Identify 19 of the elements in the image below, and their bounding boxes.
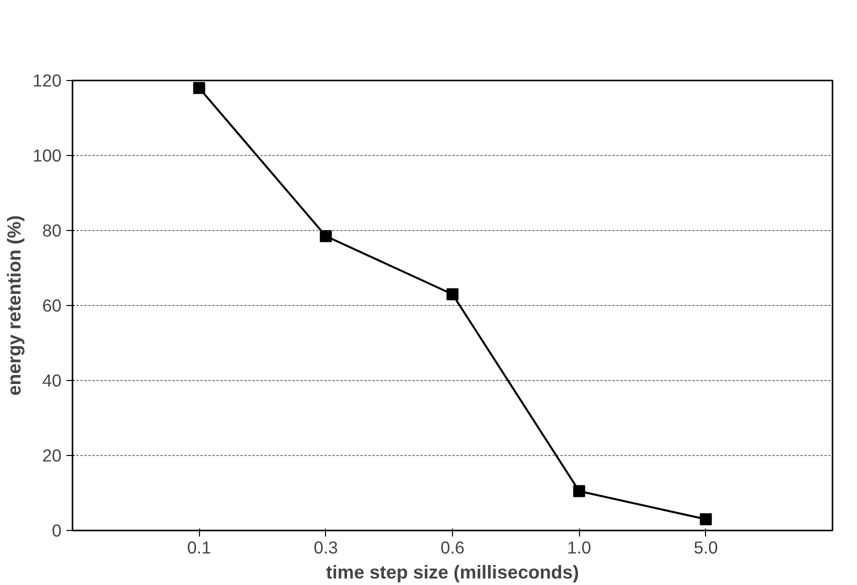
y-tick-label: 20: [42, 446, 62, 466]
point: [700, 513, 712, 526]
y-tick-label: 100: [32, 146, 62, 166]
y-tick-label: 60: [42, 296, 62, 316]
x-axis-title: time step size (milliseconds): [326, 562, 579, 582]
point: [446, 288, 458, 300]
y-tick-label: 120: [32, 70, 62, 90]
x-tick-label: 5.0: [694, 538, 718, 558]
y-axis-title: energy retention (%): [4, 215, 25, 396]
x-tick-label: 0.1: [187, 538, 212, 558]
x-tick-label: 1.0: [567, 538, 592, 558]
x-tick-label: 0.3: [314, 538, 338, 558]
point: [320, 230, 332, 242]
point: [573, 485, 586, 498]
point: [193, 82, 206, 94]
x-tick-label: 0.6: [440, 538, 465, 558]
y-tick-label: 40: [42, 370, 62, 390]
y-tick-label: 80: [42, 220, 62, 240]
y-tick-label: 0: [52, 520, 62, 540]
